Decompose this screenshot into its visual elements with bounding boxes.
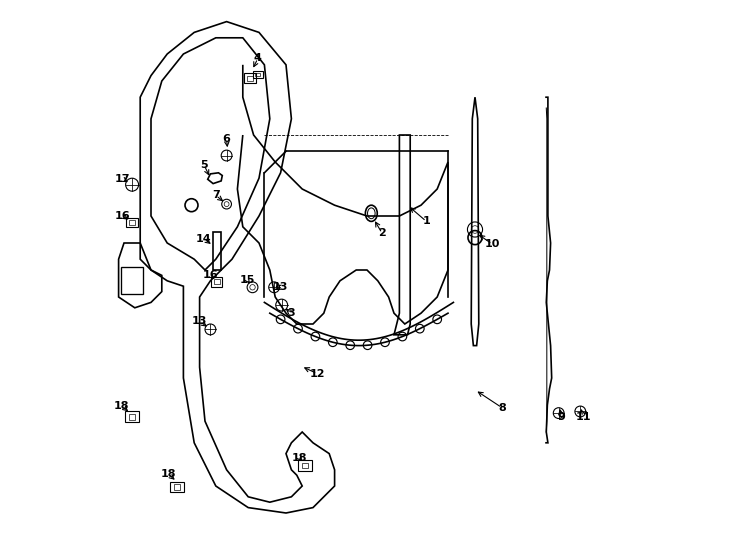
Bar [121, 267, 143, 294]
Bar [302, 463, 308, 468]
Text: 2: 2 [378, 228, 386, 238]
Text: 4: 4 [254, 53, 262, 63]
Bar [126, 218, 138, 227]
Bar [128, 414, 136, 420]
Text: 17: 17 [115, 174, 131, 184]
Bar [126, 411, 139, 422]
Bar [173, 484, 181, 490]
Text: 11: 11 [575, 412, 591, 422]
Text: 1: 1 [423, 217, 430, 226]
Bar [247, 76, 253, 80]
Text: 18: 18 [291, 453, 308, 463]
Text: 9: 9 [557, 412, 565, 422]
Bar [211, 277, 222, 287]
Text: 18: 18 [114, 401, 130, 411]
Bar [255, 72, 261, 76]
Text: 16: 16 [203, 271, 218, 280]
Text: 16: 16 [115, 211, 131, 221]
Text: 5: 5 [200, 160, 208, 170]
Text: 7: 7 [212, 191, 219, 200]
Text: 13: 13 [273, 282, 288, 292]
Text: 14: 14 [196, 234, 211, 244]
Text: 13: 13 [192, 316, 207, 326]
Text: 6: 6 [222, 134, 230, 144]
Bar [298, 460, 312, 471]
Bar [253, 71, 263, 78]
Text: 15: 15 [239, 275, 255, 285]
Text: 18: 18 [161, 469, 176, 479]
Text: 12: 12 [310, 369, 325, 379]
Text: 8: 8 [498, 403, 506, 413]
Bar [129, 220, 135, 225]
Text: 3: 3 [288, 308, 295, 318]
Bar [170, 482, 184, 492]
Bar [244, 73, 256, 83]
Bar [214, 280, 219, 284]
Text: 10: 10 [484, 239, 500, 249]
